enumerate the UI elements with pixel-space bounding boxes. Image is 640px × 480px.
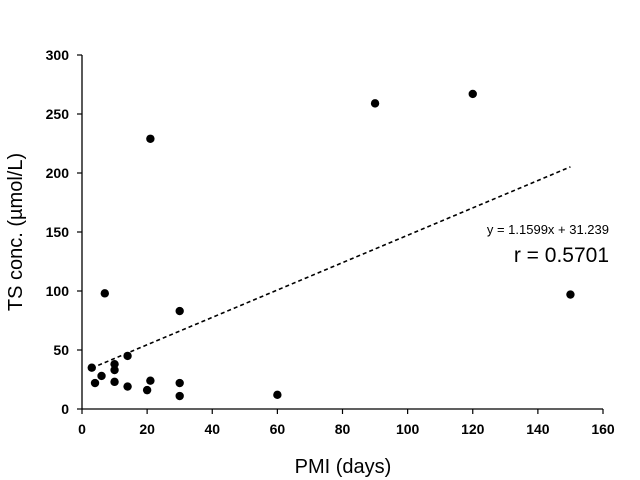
x-tick-label: 0: [78, 421, 86, 437]
tick-labels: 0 50 100 150 200 250 300 0 20 40 60 80 100 120 140 160: [46, 47, 615, 437]
y-tick-label: 200: [46, 165, 70, 181]
data-point: [273, 390, 282, 400]
x-tick-label: 140: [526, 421, 550, 437]
x-tick-label: 160: [591, 421, 615, 437]
axes: [77, 54, 604, 414]
data-point: [123, 382, 132, 391]
data-point: [110, 359, 119, 369]
x-tick-label: 60: [270, 421, 286, 437]
y-axis-title: TS conc. (µmol/L): [5, 153, 27, 311]
data-point: [87, 363, 96, 372]
data-point: [566, 290, 575, 299]
y-tick-label: 150: [46, 224, 70, 240]
y-tick-label: 50: [53, 342, 69, 358]
data-points: [87, 89, 575, 401]
data-point: [146, 376, 155, 385]
data-point: [468, 89, 477, 99]
trendline: [91, 166, 571, 369]
data-point: [175, 391, 184, 401]
x-axis-title: PMI (days): [295, 456, 392, 478]
data-point: [370, 99, 380, 108]
data-point: [175, 378, 184, 388]
x-tick-label: 120: [461, 421, 485, 437]
data-point: [146, 134, 155, 143]
x-tick-label: 40: [204, 421, 220, 437]
y-tick-label: 300: [46, 47, 70, 63]
trendline-equation: y = 1.1599x + 31.239: [487, 222, 609, 237]
x-tick-label: 20: [139, 421, 155, 437]
x-tick-label: 100: [396, 421, 420, 437]
y-tick-label: 0: [61, 401, 69, 417]
correlation-value: r = 0.5701: [514, 244, 609, 267]
data-point: [100, 289, 109, 298]
y-tick-label: 250: [46, 106, 70, 122]
data-point: [123, 351, 132, 361]
trendline-group: [91, 166, 571, 369]
y-tick-label: 100: [46, 283, 70, 299]
x-tick-label: 80: [335, 421, 351, 437]
data-point: [142, 385, 152, 395]
data-point: [110, 377, 119, 387]
data-point: [90, 378, 100, 388]
data-point: [110, 365, 119, 375]
data-point: [97, 371, 106, 381]
data-point: [175, 306, 184, 316]
